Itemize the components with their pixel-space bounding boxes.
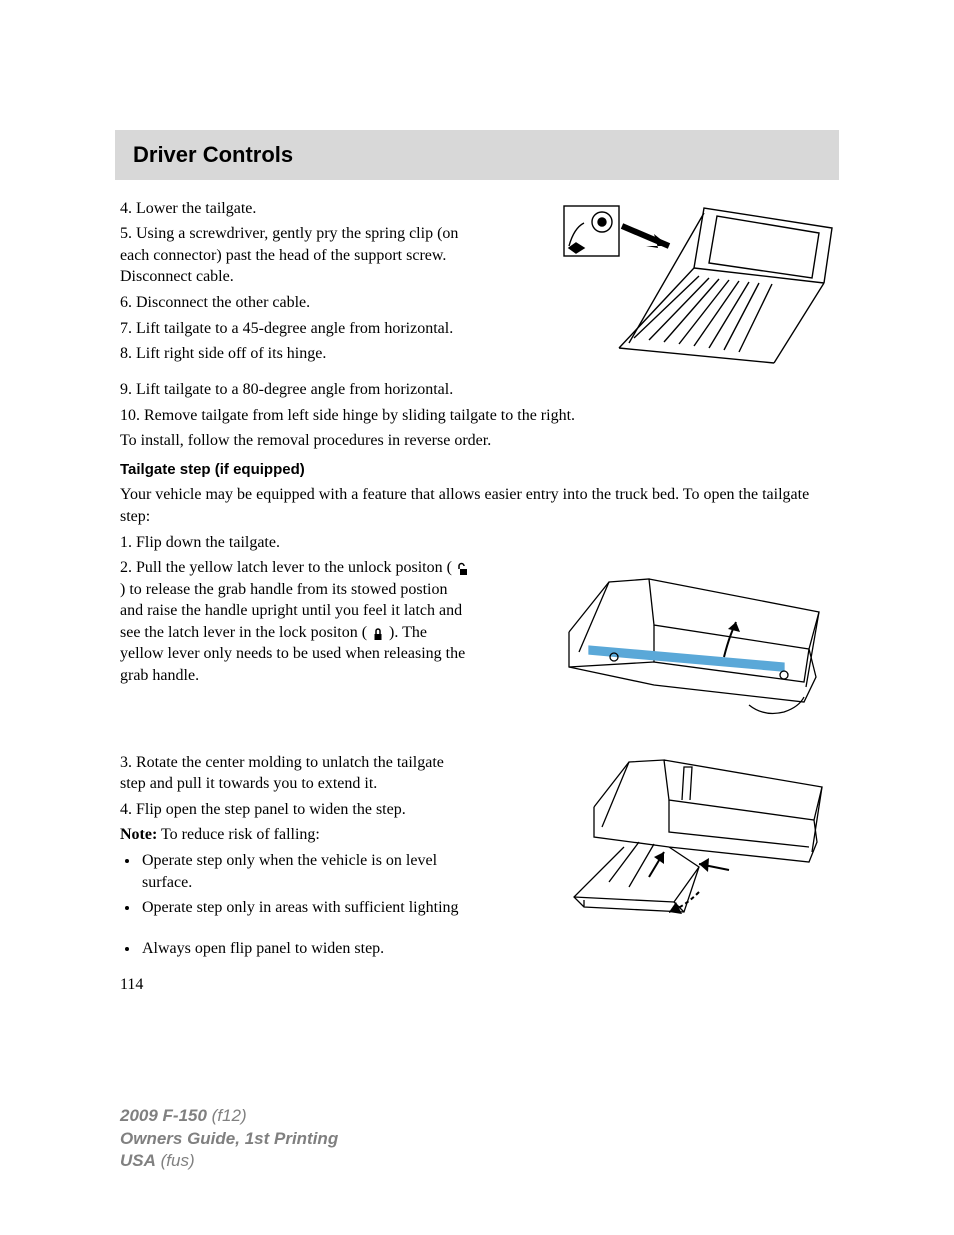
tailgate-s2: 2. Pull the yellow latch lever to the un… xyxy=(120,557,470,687)
note-line: Note: To reduce risk of falling: xyxy=(120,824,470,846)
lock-icon xyxy=(371,626,385,640)
footer-code1: (f12) xyxy=(207,1106,247,1125)
note-bullets-cont: Always open flip panel to widen step. xyxy=(140,938,834,960)
section-header: Driver Controls xyxy=(115,130,839,180)
unlock-icon xyxy=(456,561,470,575)
bullet-1: Operate step only when the vehicle is on… xyxy=(140,850,490,893)
tailgate-s1: 1. Flip down the tailgate. xyxy=(120,532,834,554)
note-label: Note: xyxy=(120,826,157,843)
install-note: To install, follow the removal procedure… xyxy=(120,430,834,452)
step-8: 8. Lift right side off of its hinge. xyxy=(120,343,470,365)
footer-region: USA xyxy=(120,1151,156,1170)
tailgate-step-heading: Tailgate step (if equipped) xyxy=(120,460,834,480)
step-4: 4. Lower the tailgate. xyxy=(120,198,470,220)
figure-tailgate-removal xyxy=(554,198,834,375)
step-5: 5. Using a screwdriver, gently pry the s… xyxy=(120,223,470,288)
note-bullets: Operate step only when the vehicle is on… xyxy=(140,850,490,919)
bullet-2: Operate step only in areas with sufficie… xyxy=(140,897,490,919)
footer-line-3: USA (fus) xyxy=(120,1150,834,1172)
tailgate-s4: 4. Flip open the step panel to widen the… xyxy=(120,799,470,821)
page-number: 114 xyxy=(120,974,834,996)
footer: 2009 F-150 (f12) Owners Guide, 1st Print… xyxy=(120,1105,834,1171)
figure-tailgate-step xyxy=(554,752,834,934)
note-text: To reduce risk of falling: xyxy=(157,826,320,843)
footer-line-1: 2009 F-150 (f12) xyxy=(120,1105,834,1127)
step-10: 10. Remove tailgate from left side hinge… xyxy=(120,405,834,427)
step-6: 6. Disconnect the other cable. xyxy=(120,292,470,314)
section-title: Driver Controls xyxy=(133,140,821,170)
tailgate-s3: 3. Rotate the center molding to unlatch … xyxy=(120,752,470,795)
bullet-3: Always open flip panel to widen step. xyxy=(140,938,834,960)
step-7: 7. Lift tailgate to a 45-degree angle fr… xyxy=(120,318,470,340)
tailgate-intro: Your vehicle may be equipped with a feat… xyxy=(120,484,834,527)
footer-model: 2009 F-150 xyxy=(120,1106,207,1125)
step-9: 9. Lift tailgate to a 80-degree angle fr… xyxy=(120,379,834,401)
figure-tailgate-handle xyxy=(554,557,834,739)
footer-code2: (fus) xyxy=(156,1151,195,1170)
page-content: 4. Lower the tailgate. 5. Using a screwd… xyxy=(120,198,834,1172)
s2-text-a: 2. Pull the yellow latch lever to the un… xyxy=(120,559,452,576)
footer-line-2: Owners Guide, 1st Printing xyxy=(120,1128,834,1150)
